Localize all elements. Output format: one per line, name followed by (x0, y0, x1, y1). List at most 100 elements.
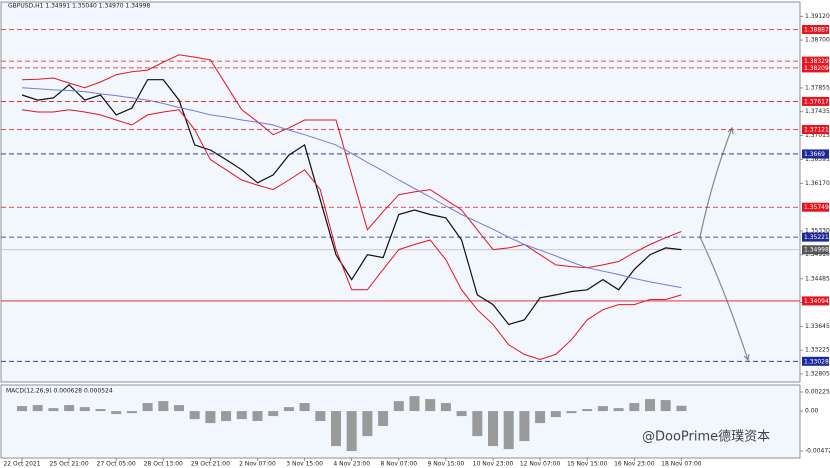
level-label: 1.35749 (804, 204, 829, 211)
macd-bar (205, 411, 216, 424)
x-tick-label: 15 Nov 15:00 (567, 461, 608, 468)
macd-bar (425, 399, 436, 412)
macd-bar (613, 408, 624, 412)
level-box (802, 56, 829, 66)
macd-bar (550, 411, 561, 418)
x-tick-label: 9 Nov 15:00 (428, 461, 465, 468)
level-label: 1.35221 (804, 234, 829, 241)
arrow-head (727, 126, 734, 135)
level-box (802, 125, 829, 135)
y-tick-label: 1.36170 (805, 180, 830, 187)
macd-bar (566, 411, 577, 414)
y-tick-label: -0.004723 (805, 448, 830, 455)
y-tick-label: 1.37435 (805, 108, 830, 115)
x-tick-label: 22 Oct 2021 (3, 461, 40, 468)
macd-bar (519, 411, 530, 442)
price-line (21, 109, 682, 361)
level-label: 1.37617 (804, 98, 829, 105)
macd-bar (221, 411, 232, 422)
price-line (21, 79, 682, 326)
y-tick-label: 1.34910 (805, 251, 830, 258)
macd-bar (299, 403, 310, 412)
level-label: 1.33028 (804, 358, 829, 365)
macd-bar (32, 405, 43, 412)
macd-bar (142, 403, 153, 412)
level-box (802, 232, 829, 242)
level-box (802, 245, 829, 255)
macd-bar (660, 400, 671, 412)
y-tick-label: 1.33645 (805, 323, 830, 330)
macd-bar (158, 401, 169, 412)
macd-bar (48, 408, 59, 412)
x-tick-label: 2 Nov 07:00 (239, 461, 276, 468)
macd-bar (362, 411, 373, 437)
macd-bar (268, 411, 279, 417)
level-label: 1.38209 (804, 65, 829, 72)
x-tick-label: 29 Oct 21:00 (191, 461, 230, 468)
macd-bar (488, 411, 498, 447)
level-label: 1.3669 (804, 151, 825, 158)
y-tick-label: 1.33225 (805, 347, 830, 354)
y-tick-label: 1.35330 (805, 227, 830, 234)
y-tick-label: 1.32805 (805, 370, 830, 377)
macd-bar (95, 409, 106, 412)
level-label: 1.37121 (804, 127, 829, 134)
macd-bar (283, 407, 294, 412)
x-tick-label: 25 Oct 21:00 (50, 461, 89, 468)
level-label: 1.34998 (804, 247, 829, 254)
macd-bar (440, 403, 451, 412)
macd-bar (503, 411, 514, 450)
macd-bar (393, 401, 404, 412)
macd-title: MACD(12,26,9) 0.000628 0.000524 (6, 388, 113, 395)
level-box (802, 96, 829, 106)
macd-bar (315, 411, 326, 422)
x-tick-label: 18 Nov 07:00 (661, 461, 702, 468)
chart-title: GBPUSD,H1 1.34991 1.35040 1.34970 1.3499… (8, 3, 150, 10)
macd-bar (174, 405, 184, 412)
macd-bar (346, 411, 357, 452)
macd-bar (64, 405, 75, 412)
macd-bar (582, 409, 593, 412)
y-tick-label: 1.37855 (805, 84, 830, 91)
y-tick-label: 1.34485 (805, 275, 830, 282)
arrow-up (699, 127, 733, 238)
price-line (21, 87, 682, 289)
macd-bar (252, 411, 263, 422)
level-label: 1.38887 (804, 27, 829, 34)
macd-bar (111, 411, 122, 415)
macd-bar (126, 411, 137, 414)
x-tick-label: 12 Nov 07:00 (520, 461, 561, 468)
macd-bar (378, 411, 389, 427)
macd-bar (676, 405, 687, 412)
price-panel (0, 1, 801, 383)
level-box (802, 149, 829, 159)
x-tick-label: 16 Nov 23:00 (614, 461, 655, 468)
watermark: @DooPrime德璞资本 (642, 430, 770, 445)
macd-bar (79, 407, 90, 412)
macd-bar (645, 399, 655, 412)
y-tick-label: 1.39120 (805, 13, 830, 20)
arrow-head (743, 353, 750, 362)
macd-bar (409, 396, 420, 412)
x-tick-label: 27 Oct 05:00 (97, 461, 136, 468)
macd-bar (597, 406, 608, 412)
macd-bar (472, 411, 483, 437)
level-box (802, 63, 829, 73)
macd-bar (236, 411, 247, 420)
level-box (802, 296, 829, 306)
y-tick-label: 1.38700 (805, 37, 830, 44)
level-label: 1.34094 (804, 298, 829, 305)
level-label: 1.38329 (804, 58, 829, 65)
level-box (802, 356, 829, 366)
macd-bar (535, 411, 546, 424)
forecast-arrows (699, 126, 750, 362)
macd-bar (456, 411, 467, 417)
macd-panel (0, 384, 801, 459)
macd-bar (17, 406, 27, 412)
macd-bar (189, 411, 200, 420)
x-tick-label: 8 Nov 07:00 (380, 461, 417, 468)
x-tick-label: 28 Oct 13:00 (144, 461, 183, 468)
level-box (802, 202, 829, 212)
price-line (21, 54, 682, 269)
